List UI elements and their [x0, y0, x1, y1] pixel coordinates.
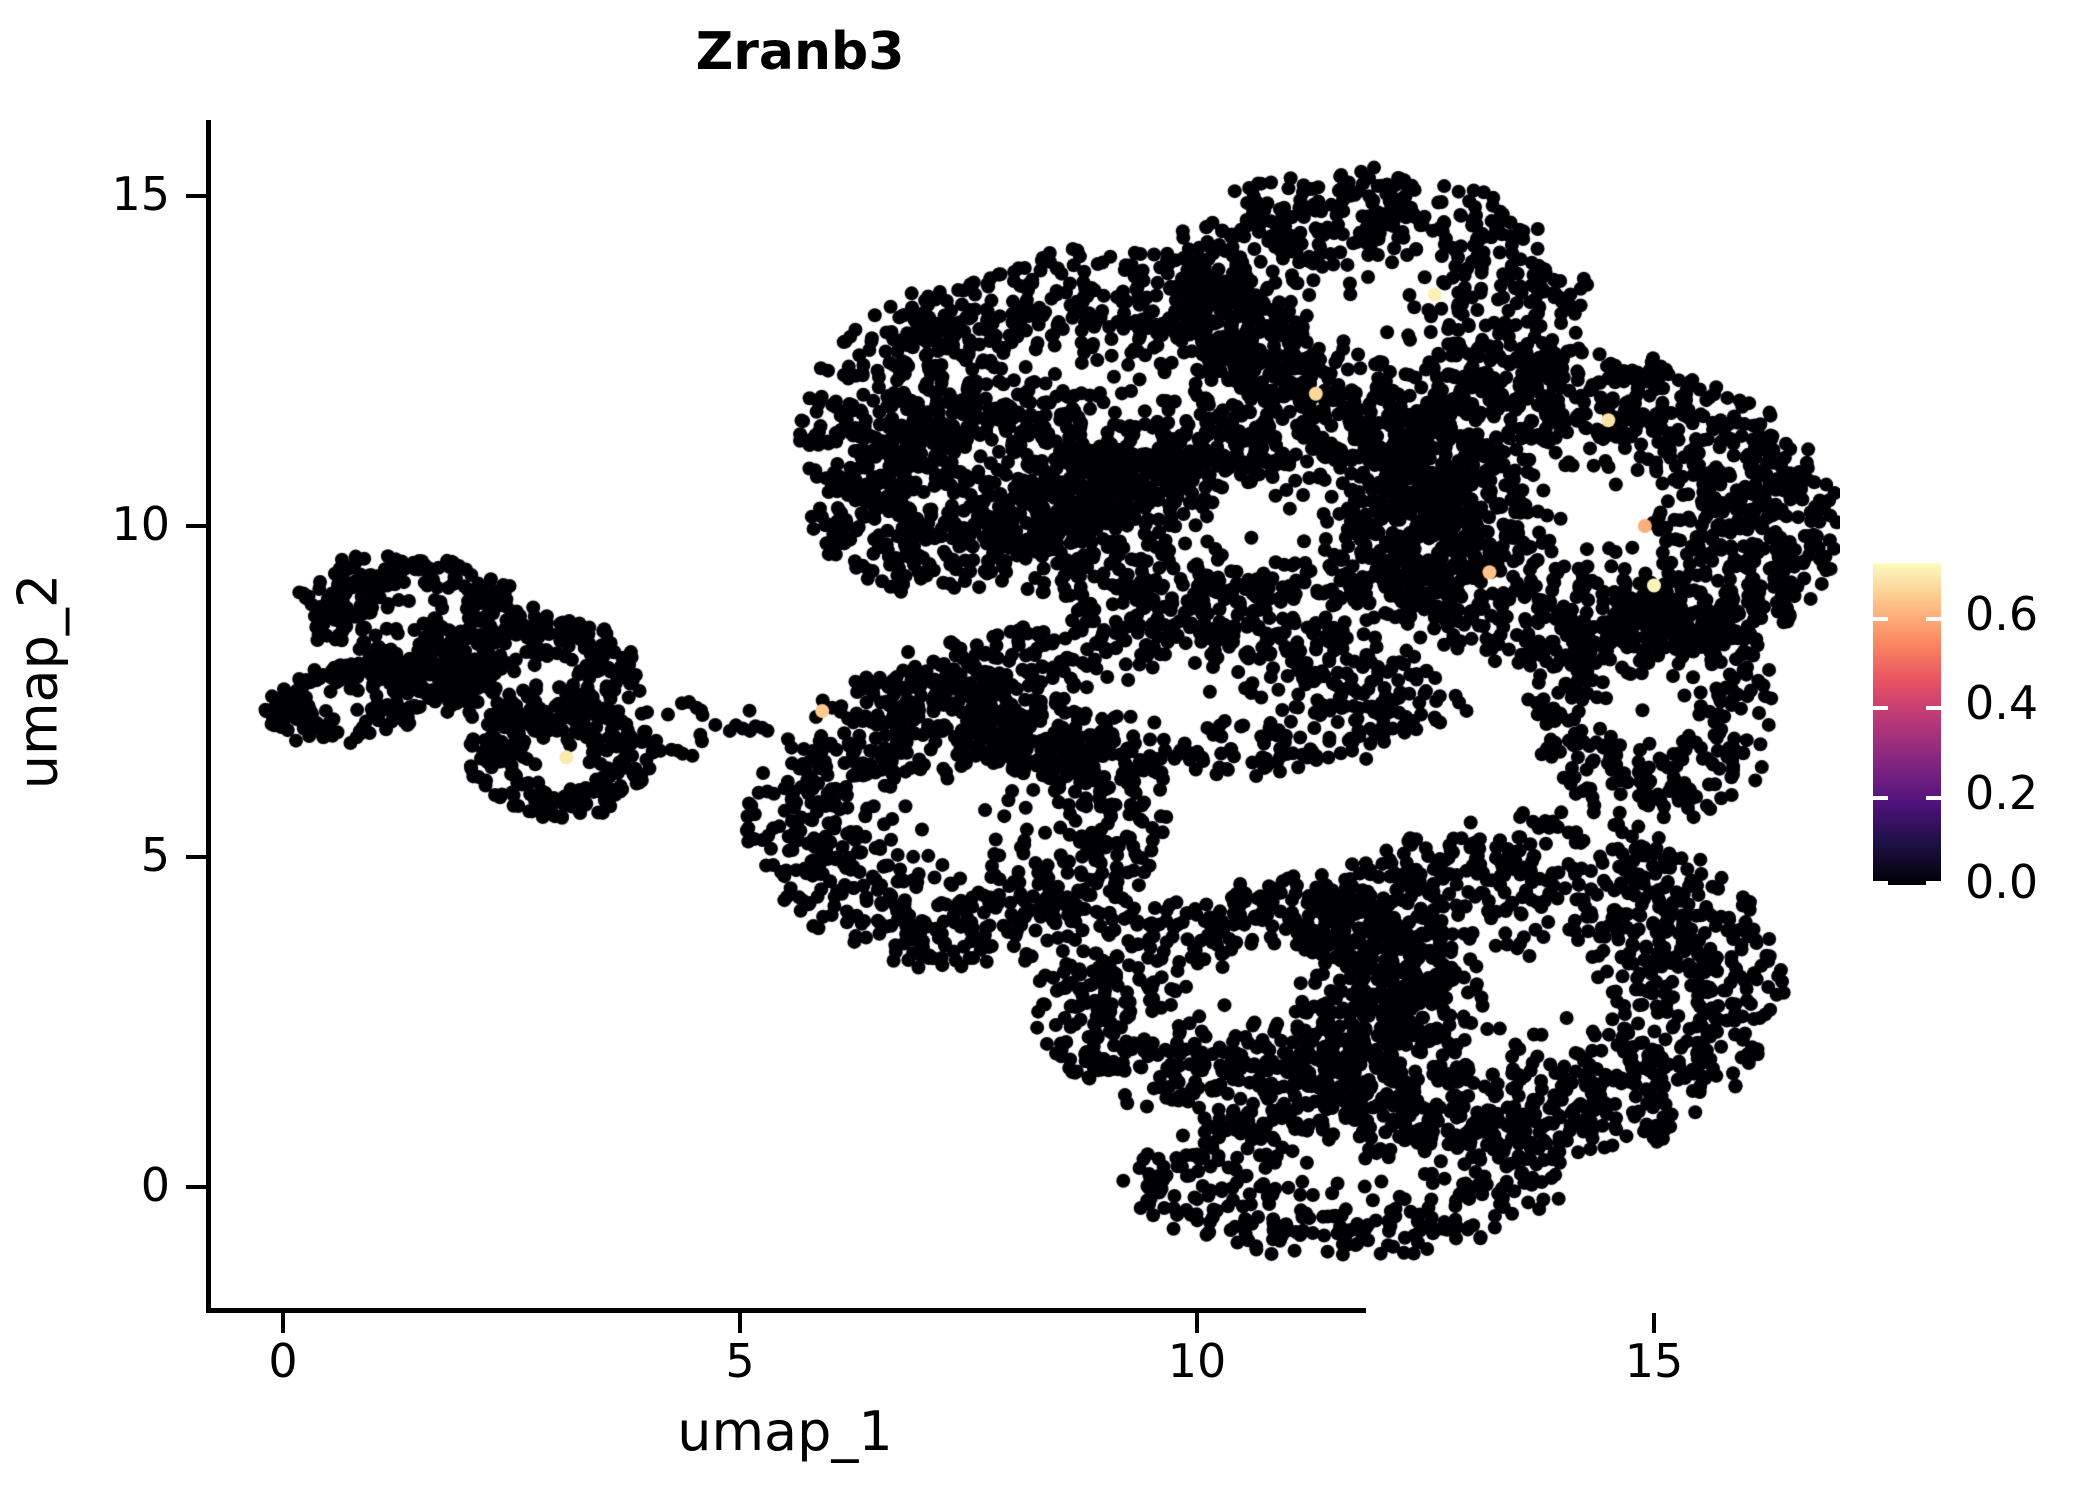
umap-scatter-canvas[interactable]: [210, 122, 1840, 1308]
x-axis-title: umap_1: [677, 1400, 893, 1463]
colorbar-tick-mark: [1873, 795, 1888, 800]
colorbar-tick-mark: [1873, 706, 1888, 711]
y-tick-mark: [186, 524, 206, 528]
y-tick-mark: [186, 854, 206, 859]
y-tick-label: 5: [140, 827, 170, 882]
x-tick-mark: [738, 1313, 742, 1333]
x-tick-label: 15: [1624, 1334, 1684, 1388]
y-tick-mark: [186, 193, 206, 198]
x-axis-spine: [206, 1308, 1366, 1313]
x-tick-mark: [1652, 1313, 1656, 1333]
y-tick-label: 15: [111, 166, 170, 221]
y-axis-title: umap_2: [6, 573, 70, 790]
y-tick-label: 0: [140, 1158, 170, 1212]
colorbar-tick-mark: [1873, 616, 1888, 621]
x-tick-mark: [281, 1313, 285, 1333]
x-tick-label: 0: [268, 1334, 298, 1388]
colorbar-tick-mark: [1926, 881, 1941, 885]
colorbar-tick-label: 0.2: [1965, 765, 2039, 820]
y-tick-label: 10: [111, 497, 170, 551]
y-tick-mark: [186, 1185, 206, 1189]
x-tick-label: 5: [725, 1334, 755, 1388]
scatter-plot-area[interactable]: [210, 122, 1840, 1308]
x-tick-label: 10: [1167, 1334, 1227, 1388]
colorbar-tick-label: 0.0: [1965, 855, 2039, 909]
x-tick-mark: [1195, 1313, 1199, 1333]
page-title: Zranb3: [695, 22, 905, 82]
colorbar-tick-label: 0.6: [1965, 586, 2039, 641]
colorbar-tick-mark: [1926, 616, 1941, 621]
colorbar-tick-label: 0.4: [1965, 676, 2039, 731]
colorbar-tick-mark: [1873, 881, 1888, 885]
colorbar-tick-mark: [1926, 795, 1941, 800]
colorbar-tick-mark: [1926, 706, 1941, 711]
colorbar-gradient: [1873, 563, 1941, 885]
y-axis-spine: [206, 120, 211, 1312]
